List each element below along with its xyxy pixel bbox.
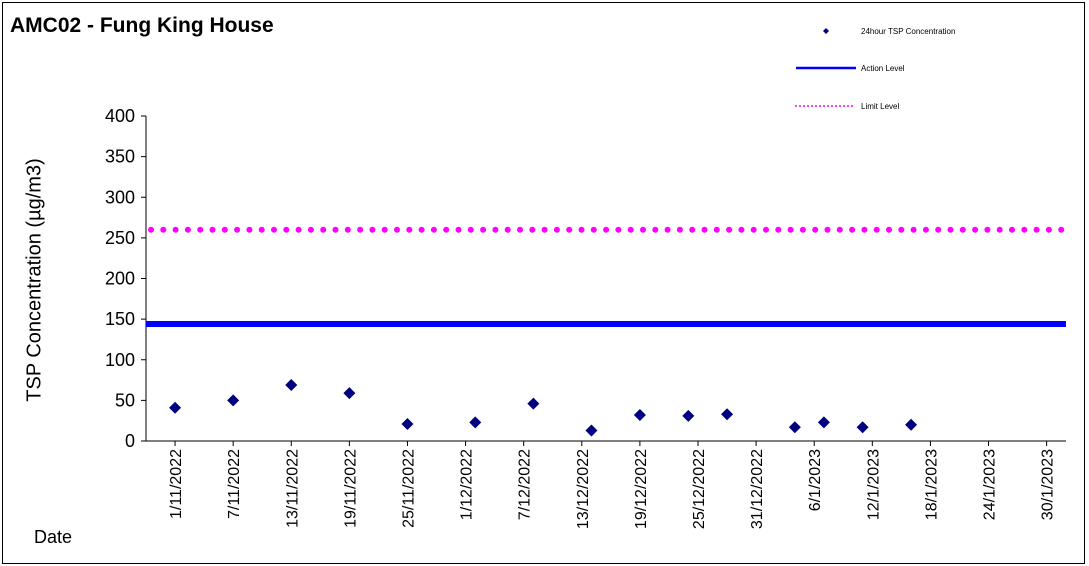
legend: 24hour TSP Concentration Action Level Limi… xyxy=(795,27,955,111)
x-tick-label: 24/1/2023 xyxy=(982,449,999,520)
data-point xyxy=(633,409,646,421)
x-tick-label: 25/11/2022 xyxy=(400,449,417,528)
x-tick-label: 13/12/2022 xyxy=(575,449,592,529)
level-lines xyxy=(146,226,1069,327)
y-tick-label: 100 xyxy=(105,350,135,370)
x-tick-label: 19/11/2022 xyxy=(342,449,359,528)
y-tick-label: 50 xyxy=(115,390,135,410)
data-point xyxy=(285,378,298,391)
data-point xyxy=(682,409,695,422)
x-tick-label: 18/1/2023 xyxy=(923,449,940,520)
data-point xyxy=(788,421,801,434)
data-point xyxy=(169,401,182,414)
x-tick-label: 1/12/2022 xyxy=(459,449,476,520)
x-tick-label: 12/1/2023 xyxy=(865,449,882,520)
legend-label: Limit Level xyxy=(861,102,899,111)
x-tick-label: 13/11/2022 xyxy=(284,449,301,528)
x-tick-label: 7/11/2022 xyxy=(226,449,243,519)
y-tick-label: 150 xyxy=(105,309,135,329)
data-point xyxy=(817,416,830,429)
data-point xyxy=(227,394,240,407)
x-tick-label: 25/12/2022 xyxy=(691,449,708,529)
data-point xyxy=(401,417,414,430)
y-ticks: 0 50 100 150 200 250 300 350 400 xyxy=(105,106,146,451)
y-tick-label: 350 xyxy=(105,147,135,167)
data-point xyxy=(721,408,734,421)
legend-label: 24hour TSP Concentration xyxy=(861,27,955,36)
x-axis-label: Date xyxy=(34,527,73,547)
data-point xyxy=(856,421,869,434)
data-point xyxy=(527,397,540,410)
data-point xyxy=(469,416,482,429)
x-ticks: 1/11/2022 7/11/2022 13/11/2022 19/11/2022 25… xyxy=(168,441,1057,529)
data-point xyxy=(343,387,356,400)
x-tick-label: 7/12/2022 xyxy=(517,449,534,520)
axes xyxy=(145,116,1066,442)
x-tick-label: 1/11/2022 xyxy=(168,449,185,519)
y-tick-label: 200 xyxy=(105,269,135,289)
y-tick-label: 300 xyxy=(105,187,135,207)
y-tick-label: 0 xyxy=(125,431,135,451)
data-point xyxy=(585,424,598,437)
x-tick-label: 30/1/2023 xyxy=(1040,449,1057,520)
y-tick-label: 400 xyxy=(105,106,135,126)
x-tick-label: 6/1/2023 xyxy=(807,449,824,511)
data-markers xyxy=(169,378,918,437)
data-point xyxy=(905,418,918,431)
x-tick-label: 31/12/2022 xyxy=(749,449,766,529)
y-tick-label: 250 xyxy=(105,228,135,248)
chart-title: AMC02 - Fung King House xyxy=(10,14,274,37)
legend-swatch-tsp xyxy=(823,28,829,34)
x-tick-label: 19/12/2022 xyxy=(633,449,650,529)
legend-label: Action Level xyxy=(861,64,905,73)
